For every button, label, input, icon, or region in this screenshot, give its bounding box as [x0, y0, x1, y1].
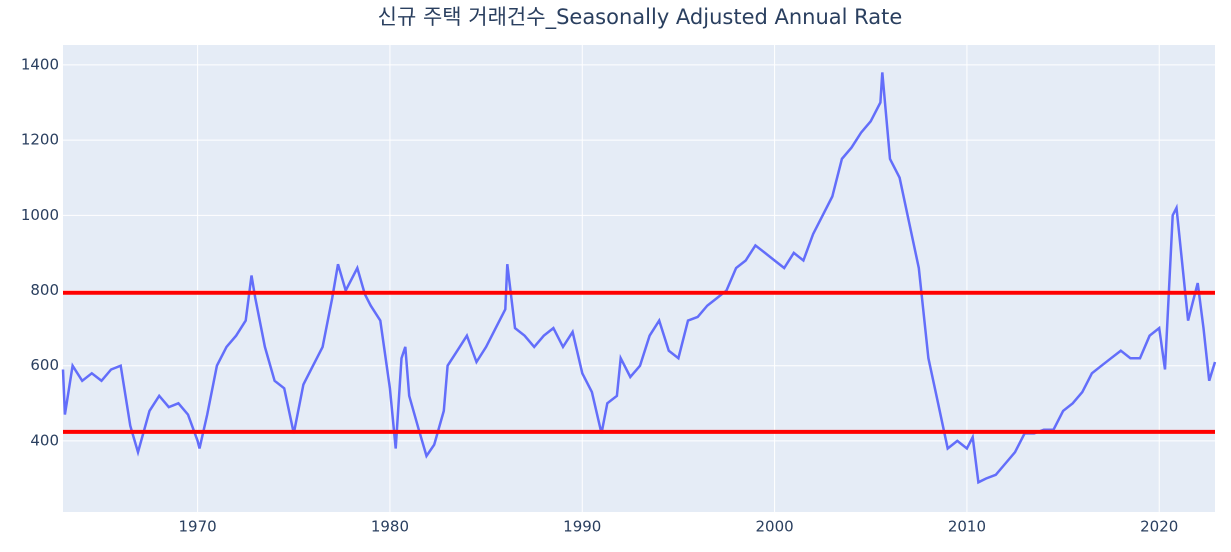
x-tick-label: 1970	[179, 518, 217, 536]
x-tick-label: 1990	[563, 518, 601, 536]
x-tick-label: 1980	[371, 518, 409, 536]
y-tick-label: 1400	[21, 55, 59, 73]
x-tick-label: 2010	[948, 518, 986, 536]
y-tick-label: 1000	[21, 206, 59, 224]
y-tick-label: 800	[30, 281, 59, 299]
plot-area	[63, 45, 1215, 512]
y-tick-label: 400	[30, 431, 59, 449]
y-tick-label: 600	[30, 356, 59, 374]
x-tick-label: 2020	[1140, 518, 1178, 536]
chart-title: 신규 주택 거래건수_Seasonally Adjusted Annual Ra…	[378, 5, 903, 30]
x-tick-label: 2000	[755, 518, 793, 536]
y-tick-label: 1200	[21, 131, 59, 149]
